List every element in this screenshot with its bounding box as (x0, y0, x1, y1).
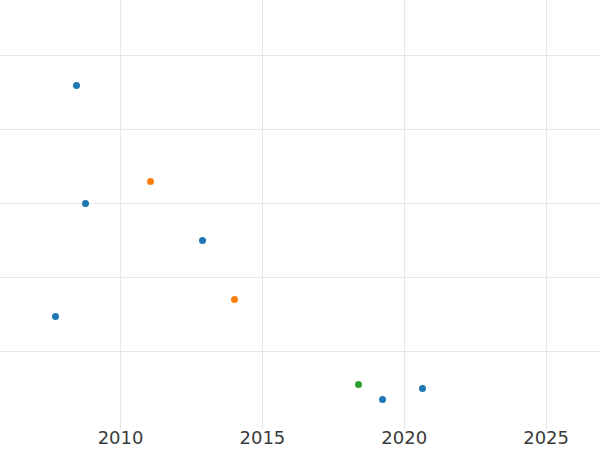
data-point-series-blue (52, 313, 59, 320)
vertical-gridline (546, 0, 547, 426)
data-point-series-blue (419, 385, 426, 392)
x-tick-label: 2020 (381, 428, 427, 448)
data-point-series-orange (231, 296, 238, 303)
horizontal-gridline (0, 55, 600, 56)
data-point-series-blue (379, 396, 386, 403)
x-tick-label: 2025 (523, 428, 569, 448)
scatter-chart: 2010 2015 2020 2025 (0, 0, 600, 450)
x-tick-label: 2015 (240, 428, 286, 448)
data-point-series-blue (199, 237, 206, 244)
horizontal-gridline (0, 129, 600, 130)
vertical-gridline (120, 0, 121, 426)
data-point-series-blue (82, 200, 89, 207)
data-point-series-blue (73, 82, 80, 89)
vertical-gridline (404, 0, 405, 426)
vertical-gridline (262, 0, 263, 426)
horizontal-gridline (0, 277, 600, 278)
horizontal-gridline (0, 203, 600, 204)
data-point-series-orange (147, 178, 154, 185)
horizontal-gridline (0, 351, 600, 352)
x-tick-label: 2010 (98, 428, 144, 448)
data-point-series-green (355, 381, 362, 388)
